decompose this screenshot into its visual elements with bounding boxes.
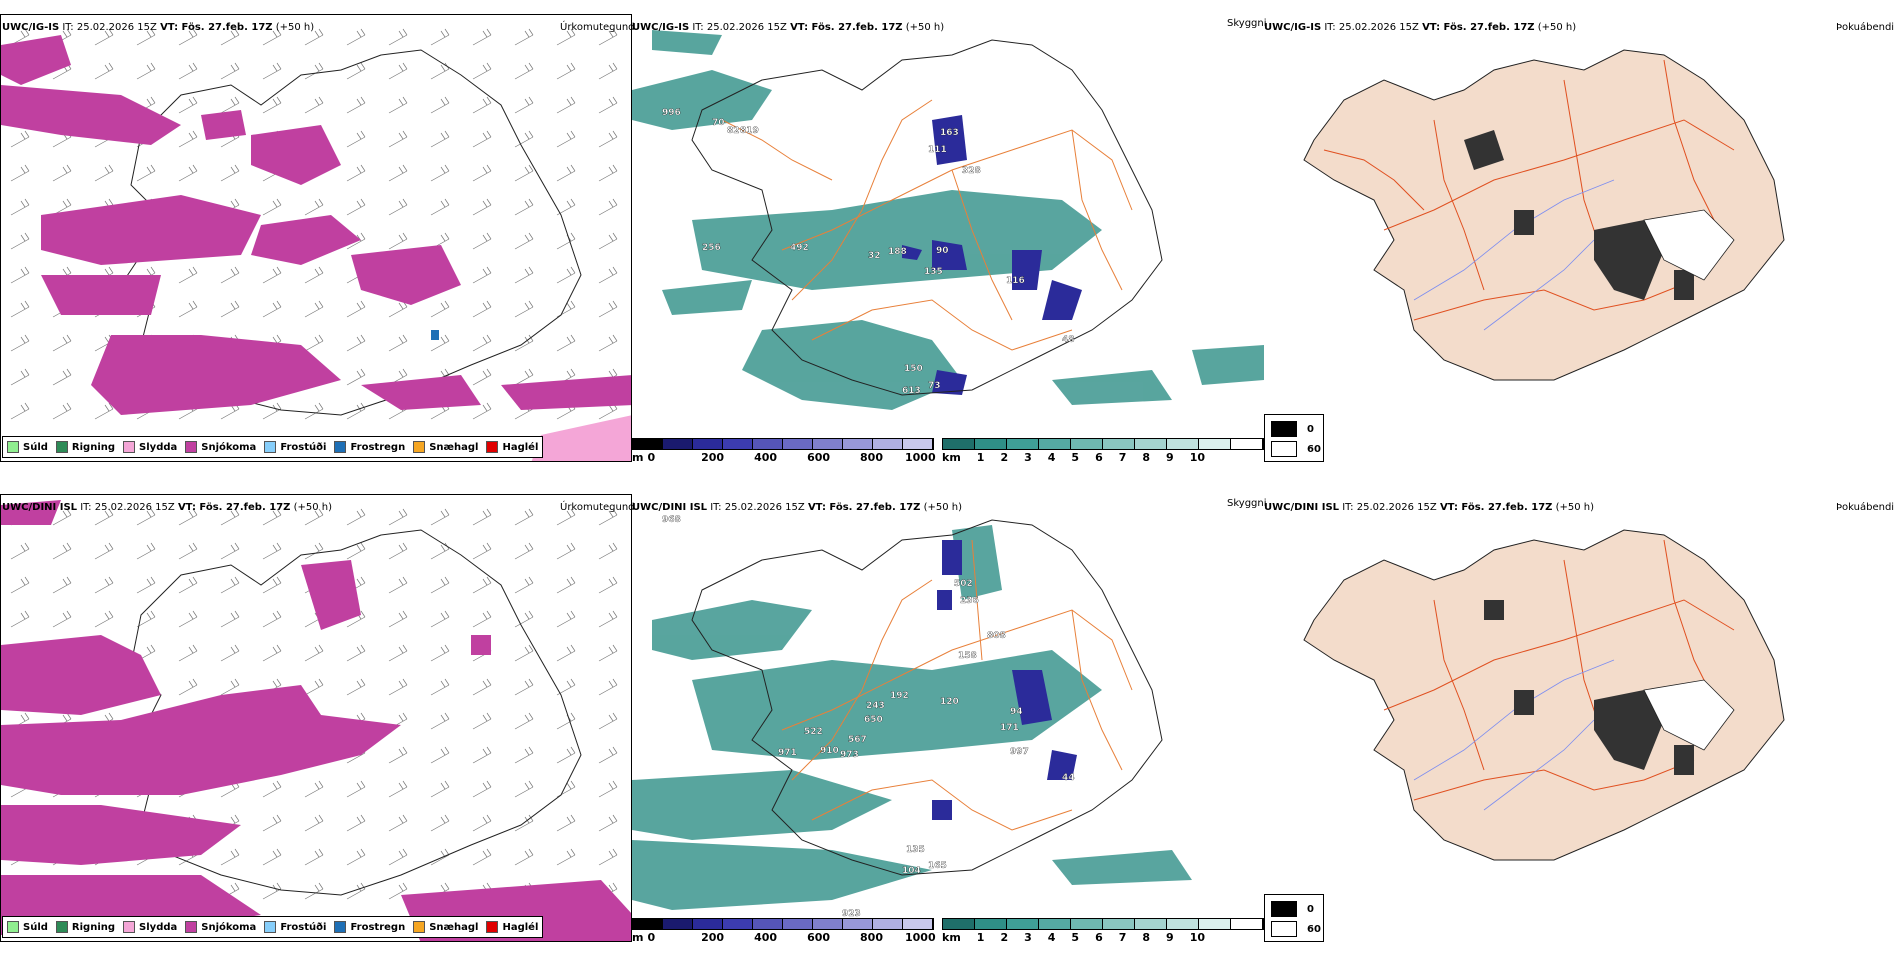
precip-header-top: UWC/IG-IS IT: 25.02.2026 15Z VT: Fös. 27… (2, 22, 315, 33)
ceiling-colorbar-bottom: m 0 200 400 600 800 1000 (632, 918, 936, 944)
precip-panel-bottom: UWC/DINI ISL IT: 25.02.2026 15Z VT: Fös.… (0, 480, 635, 955)
visibility-header-top: UWC/IG-IS IT: 25.02.2026 15Z VT: Fös. 27… (632, 22, 945, 33)
cloud-value: 328 (962, 166, 981, 176)
legend-item: Rigning (55, 441, 115, 453)
legend-item: Frostúði (264, 441, 326, 453)
legend-item: Súld (7, 921, 48, 933)
cloud-value: 104 (902, 866, 921, 876)
cloud-value: 70 (712, 118, 725, 128)
iceland-visibility-map: 996 70 82 819 163 111 328 256 492 32 188… (632, 30, 1264, 410)
cloud-value: 48 (1062, 335, 1075, 345)
legend-item: Frostregn (334, 921, 405, 933)
cloud-value: 90 (936, 246, 949, 256)
cloud-value: 243 (866, 701, 885, 711)
legend-item: Slydda (123, 441, 177, 453)
ceiling-colorbar-top: m 0 200 400 600 800 1000 (632, 438, 936, 464)
cloud-value: 120 (940, 697, 959, 707)
cloud-value: 32 (868, 251, 881, 261)
fog-title-bottom: Þokuábendi (1836, 502, 1895, 513)
cloud-value: 158 (958, 651, 977, 661)
cloud-value: 968 (662, 515, 681, 525)
precip-map-top (0, 14, 632, 462)
visibility-title-top: Skyggni (1227, 18, 1267, 29)
cloud-value: 94 (1010, 707, 1023, 717)
fog-header-bottom: UWC/DINI ISL IT: 25.02.2026 15Z VT: Fös.… (1264, 502, 1595, 513)
precip-legend-bottom: Súld Rigning Slydda Snjókoma Frostúði Fr… (2, 916, 544, 938)
legend-item: Slydda (123, 921, 177, 933)
cloud-value: 910 (820, 746, 839, 756)
legend-item: Haglél (486, 441, 538, 453)
cloud-value: 171 (1000, 723, 1019, 733)
cloud-value: 236 (960, 596, 979, 606)
cloud-value: 492 (790, 243, 809, 253)
fog-legend-bottom: 0 60 (1264, 894, 1324, 942)
cloud-value: 111 (928, 145, 947, 155)
cloud-value: 923 (842, 909, 861, 919)
precip-header-bottom: UWC/DINI ISL IT: 25.02.2026 15Z VT: Fös.… (2, 502, 333, 513)
cloud-value: 997 (1010, 747, 1029, 757)
cloud-value: 613 (902, 386, 921, 396)
visibility-colorbar-top: km 1 2 3 4 5 6 7 8 9 10 (942, 438, 1264, 464)
legend-item: Snjókoma (185, 441, 256, 453)
fog-header-top: UWC/IG-IS IT: 25.02.2026 15Z VT: Fös. 27… (1264, 22, 1577, 33)
cloud-value: 82 (727, 126, 740, 136)
iceland-fog-map (1303, 529, 1785, 861)
visibility-panel-bottom: 968 502 236 808 158 192 243 650 120 94 1… (632, 480, 1267, 955)
precip-title-bottom: Úrkomutegund (560, 502, 635, 513)
visibility-header-bottom: UWC/DINI ISL IT: 25.02.2026 15Z VT: Fös.… (632, 502, 963, 513)
cloud-value: 650 (864, 715, 883, 725)
cloud-value: 135 (924, 267, 943, 277)
cloud-value: 163 (940, 128, 959, 138)
iceland-fog-map (1303, 49, 1785, 381)
cloud-value: 819 (740, 126, 759, 136)
cloud-value: 135 (906, 845, 925, 855)
cloud-value: 150 (904, 364, 923, 374)
precip-title-top: Úrkomutegund (560, 22, 635, 33)
fog-legend-top: 0 60 (1264, 414, 1324, 462)
cloud-value: 973 (840, 750, 859, 760)
legend-item: Rigning (55, 921, 115, 933)
cloud-value: 522 (804, 727, 823, 737)
fog-panel-top: UWC/IG-IS IT: 25.02.2026 15Z VT: Fös. 27… (1264, 0, 1896, 475)
cloud-value: 44 (1062, 773, 1075, 783)
fog-title-top: Þokuábendi (1836, 22, 1895, 33)
legend-item: Snæhagl (413, 441, 478, 453)
cloud-value: 73 (928, 381, 941, 391)
visibility-panel-top: 996 70 82 819 163 111 328 256 492 32 188… (632, 0, 1267, 475)
visibility-title-bottom: Skyggni (1227, 498, 1267, 509)
cloud-value: 165 (928, 861, 947, 871)
cloud-value: 502 (954, 579, 973, 589)
legend-item: Frostregn (334, 441, 405, 453)
cloud-value: 192 (890, 691, 909, 701)
cloud-value: 996 (662, 108, 681, 118)
precip-map-bottom (0, 494, 632, 942)
cloud-value: 567 (848, 735, 867, 745)
iceland-map (1, 28, 631, 461)
legend-item: Haglél (486, 921, 538, 933)
iceland-map (1, 500, 631, 941)
legend-item: Snæhagl (413, 921, 478, 933)
visibility-colorbar-bottom: km 1 2 3 4 5 6 7 8 9 10 (942, 918, 1264, 944)
precip-legend-top: Súld Rigning Slydda Snjókoma Frostúði Fr… (2, 436, 544, 458)
cloud-value: 971 (778, 748, 797, 758)
fog-panel-bottom: UWC/DINI ISL IT: 25.02.2026 15Z VT: Fös.… (1264, 480, 1896, 955)
cloud-value: 808 (987, 631, 1006, 641)
legend-item: Súld (7, 441, 48, 453)
legend-item: Frostúði (264, 921, 326, 933)
cloud-value: 188 (888, 247, 907, 257)
legend-item: Snjókoma (185, 921, 256, 933)
precip-panel-top: UWC/IG-IS IT: 25.02.2026 15Z VT: Fös. 27… (0, 0, 635, 475)
cloud-value: 256 (702, 243, 721, 253)
cloud-value: 116 (1006, 276, 1025, 286)
iceland-visibility-map: 968 502 236 808 158 192 243 650 120 94 1… (632, 515, 1192, 919)
